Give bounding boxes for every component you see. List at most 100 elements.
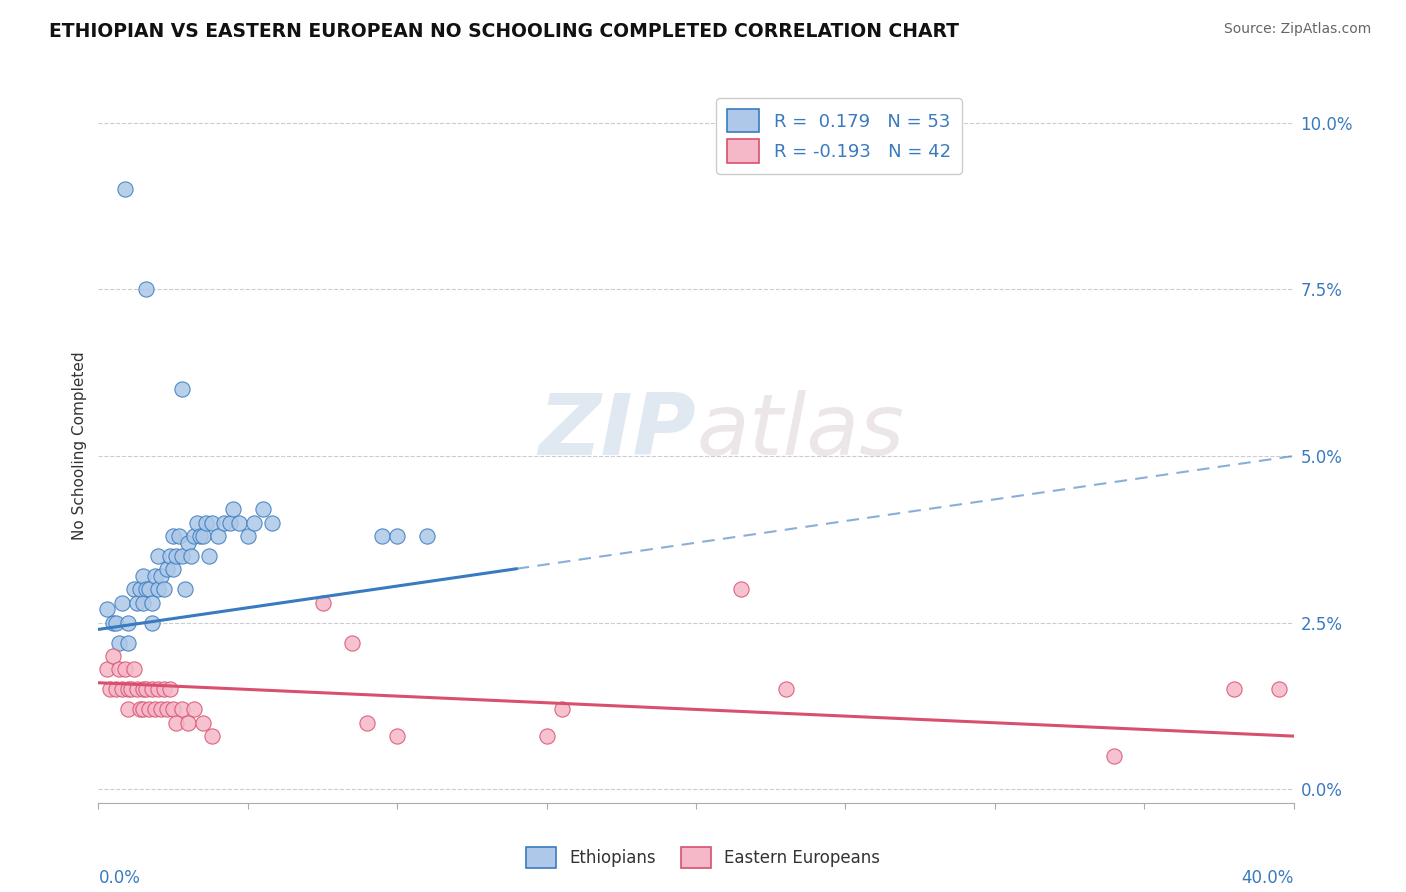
Point: [1223, 682, 1246, 697]
Point: [1104, 749, 1126, 764]
Point: [198, 549, 221, 563]
Point: [222, 502, 245, 516]
Point: [117, 682, 139, 697]
Point: [148, 682, 170, 697]
Point: [96, 662, 118, 676]
Point: [162, 562, 184, 576]
Point: [195, 516, 218, 530]
Point: [201, 516, 224, 530]
Point: [180, 549, 202, 563]
Point: [141, 596, 163, 610]
Point: [1267, 682, 1289, 697]
Point: [127, 682, 149, 697]
Point: [111, 682, 134, 697]
Text: ETHIOPIAN VS EASTERN EUROPEAN NO SCHOOLING COMPLETED CORRELATION CHART: ETHIOPIAN VS EASTERN EUROPEAN NO SCHOOLI…: [49, 22, 959, 41]
Point: [236, 529, 259, 543]
Point: [108, 662, 131, 676]
Point: [228, 516, 250, 530]
Point: [135, 582, 157, 597]
Point: [172, 382, 194, 396]
Point: [132, 702, 155, 716]
Point: [132, 682, 155, 697]
Point: [111, 596, 134, 610]
Text: 40.0%: 40.0%: [1241, 870, 1294, 888]
Point: [162, 529, 184, 543]
Point: [132, 569, 155, 583]
Point: [153, 582, 176, 597]
Point: [156, 562, 179, 576]
Point: [260, 516, 283, 530]
Point: [536, 729, 558, 743]
Point: [371, 529, 394, 543]
Point: [385, 729, 409, 743]
Text: 0.0%: 0.0%: [98, 870, 141, 888]
Point: [103, 615, 125, 630]
Point: [212, 516, 235, 530]
Point: [117, 636, 139, 650]
Point: [172, 702, 194, 716]
Point: [132, 596, 155, 610]
Point: [165, 715, 187, 730]
Point: [148, 582, 170, 597]
Point: [356, 715, 378, 730]
Point: [183, 529, 205, 543]
Point: [219, 516, 242, 530]
Point: [177, 715, 200, 730]
Point: [191, 529, 214, 543]
Point: [172, 549, 194, 563]
Point: [96, 602, 118, 616]
Point: [183, 702, 205, 716]
Point: [108, 636, 131, 650]
Point: [167, 529, 190, 543]
Point: [165, 549, 187, 563]
Point: [775, 682, 797, 697]
Point: [141, 682, 163, 697]
Text: atlas: atlas: [696, 390, 904, 474]
Point: [159, 549, 181, 563]
Point: [148, 549, 170, 563]
Point: [117, 702, 139, 716]
Point: [124, 662, 146, 676]
Point: [252, 502, 274, 516]
Point: [159, 682, 181, 697]
Point: [103, 649, 125, 664]
Point: [114, 182, 136, 196]
Point: [385, 529, 409, 543]
Point: [207, 529, 229, 543]
Point: [100, 682, 122, 697]
Point: [550, 702, 572, 716]
Point: [156, 702, 179, 716]
Legend: Ethiopians, Eastern Europeans: Ethiopians, Eastern Europeans: [519, 840, 887, 875]
Point: [191, 715, 214, 730]
Point: [243, 516, 266, 530]
Point: [153, 682, 176, 697]
Point: [135, 682, 157, 697]
Point: [105, 682, 128, 697]
Point: [138, 582, 160, 597]
Point: [117, 615, 139, 630]
Point: [105, 615, 128, 630]
Point: [114, 662, 136, 676]
Point: [188, 529, 211, 543]
Point: [162, 702, 184, 716]
Point: [129, 702, 152, 716]
Point: [174, 582, 197, 597]
Point: [143, 569, 166, 583]
Point: [141, 615, 163, 630]
Point: [201, 729, 224, 743]
Point: [342, 636, 364, 650]
Point: [135, 282, 157, 296]
Point: [416, 529, 439, 543]
Point: [311, 596, 333, 610]
Point: [143, 702, 166, 716]
Point: [127, 596, 149, 610]
Y-axis label: No Schooling Completed: No Schooling Completed: [72, 351, 87, 541]
Text: Source: ZipAtlas.com: Source: ZipAtlas.com: [1223, 22, 1371, 37]
Point: [186, 516, 208, 530]
Legend: R =  0.179   N = 53, R = -0.193   N = 42: R = 0.179 N = 53, R = -0.193 N = 42: [716, 98, 962, 174]
Point: [150, 702, 173, 716]
Point: [150, 569, 173, 583]
Text: ZIP: ZIP: [538, 390, 696, 474]
Point: [138, 702, 160, 716]
Point: [177, 535, 200, 549]
